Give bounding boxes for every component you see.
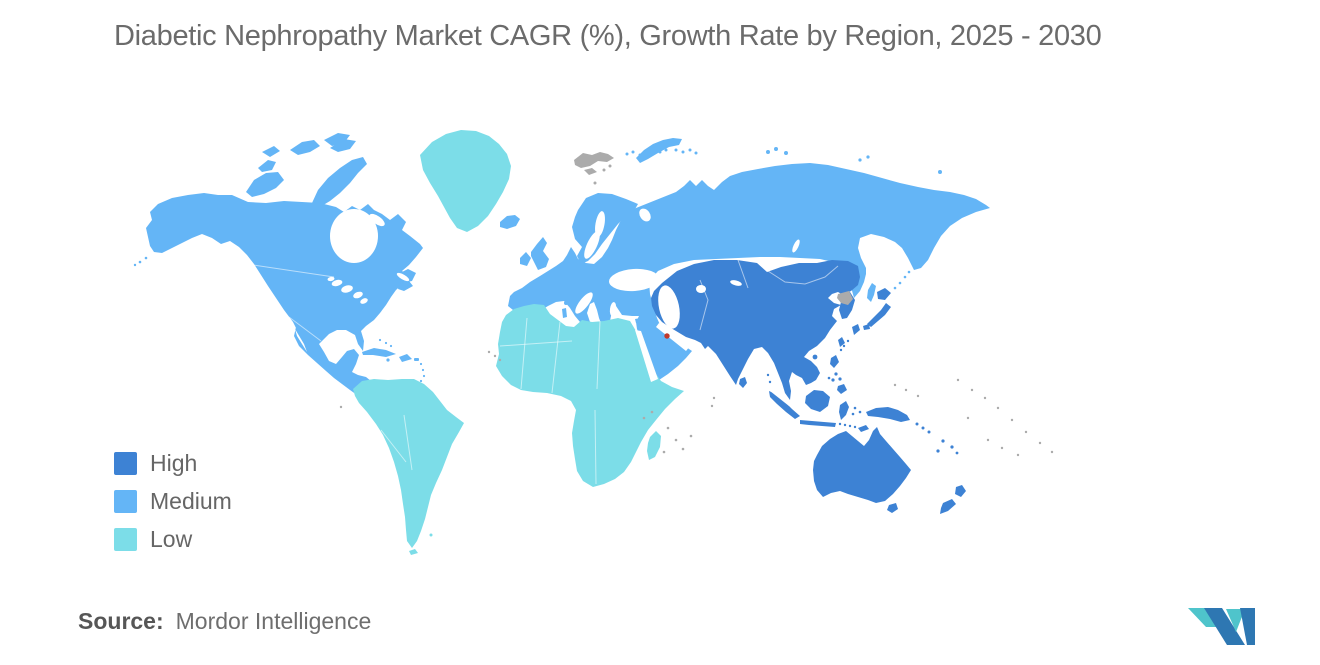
legend-swatch-low bbox=[114, 527, 137, 551]
legend-swatch-medium bbox=[114, 489, 137, 513]
region-no-data bbox=[339, 152, 1054, 457]
source-value: Mordor Intelligence bbox=[175, 608, 372, 634]
legend-label-high: High bbox=[150, 449, 198, 476]
legend-label-low: Low bbox=[150, 525, 193, 552]
source-row: Source: Mordor Intelligence bbox=[78, 608, 371, 635]
legend-item-high: High bbox=[114, 449, 232, 476]
qatar-highlight-dot bbox=[664, 333, 670, 339]
legend-swatch-high bbox=[114, 451, 137, 475]
mordor-logo-mark bbox=[1188, 608, 1255, 645]
region-high-growth bbox=[651, 260, 966, 514]
legend-item-low: Low bbox=[114, 525, 232, 552]
country-border-lines bbox=[239, 259, 839, 485]
mordor-intelligence-logo bbox=[1185, 601, 1269, 645]
sea-overlays bbox=[295, 208, 800, 406]
region-low-growth bbox=[353, 130, 684, 555]
legend: High Medium Low bbox=[114, 449, 232, 565]
source-label: Source: bbox=[78, 608, 164, 634]
legend-label-medium: Medium bbox=[150, 487, 232, 514]
chart-title: Diabetic Nephropathy Market CAGR (%), Gr… bbox=[114, 20, 1102, 52]
legend-item-medium: Medium bbox=[114, 487, 232, 514]
